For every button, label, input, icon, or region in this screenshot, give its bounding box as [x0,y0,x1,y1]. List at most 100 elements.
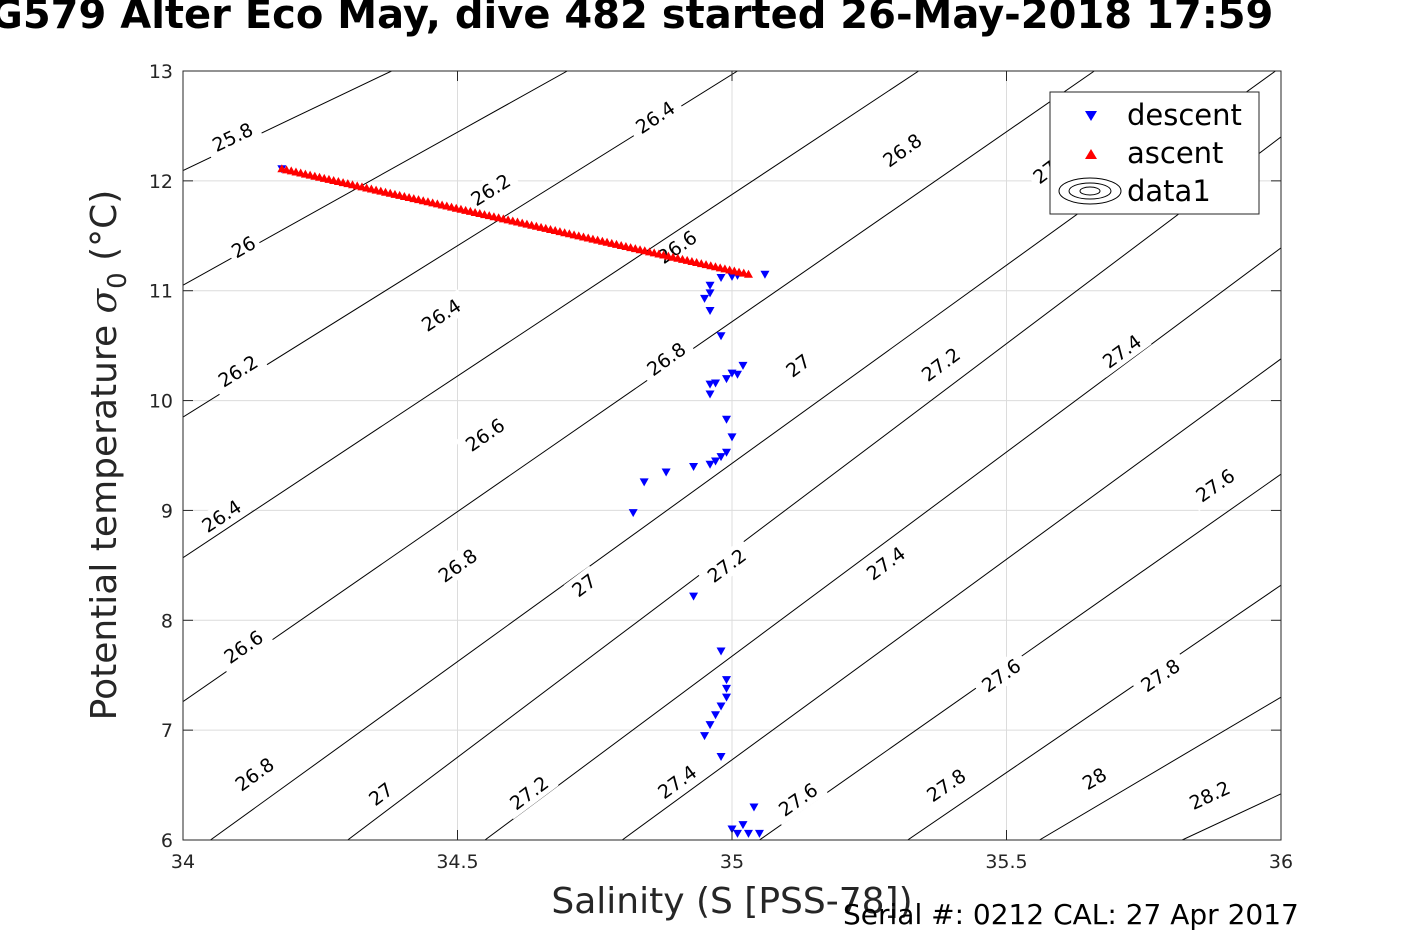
contour-label-background [427,539,488,592]
contour-label-background [872,123,932,177]
contour-label-background [636,332,696,385]
descent-point [727,272,737,281]
descent-point [661,468,671,477]
ascent-series [277,164,753,278]
contour-label-group: 27 [777,346,818,385]
descent-point [732,370,742,379]
descent-point [705,390,715,399]
descent-series [277,165,770,838]
descent-point [722,375,732,384]
contour-label-background [201,114,263,160]
descent-point [628,509,638,518]
descent-point [716,453,726,462]
legend-ascent-marker [1085,149,1097,159]
descent-point [639,478,649,487]
contour-label-background [191,490,252,542]
y-axis-label-sigma: σ [84,287,125,313]
legend-ascent-label: ascent [1127,136,1223,170]
y-tick-label: 6 [161,830,173,852]
density-contour-labels: 25.82626.226.226.426.426.426.626.626.626… [191,91,1245,826]
contour-label-background [224,747,285,801]
contour-label-background [768,773,828,826]
y-tick-label: 13 [149,61,173,83]
contour-label-background [207,345,269,396]
x-tick-label: 34 [171,851,195,873]
descent-point [705,306,715,315]
x-axis-label: Salinity (S [PSS-78]) [551,881,912,922]
contour-label-background [411,289,472,341]
legend-data1-label: data1 [1127,174,1211,208]
legend: descent ascent data1 [1049,91,1260,215]
y-axis-label: Potential temperature σ0 (°C) [84,190,133,721]
descent-point [749,803,759,812]
contour-label-background [213,620,274,673]
ascent-point [743,269,753,278]
descent-point [722,415,732,424]
contour-label-background [360,774,401,814]
y-tick-label: 7 [161,720,173,742]
legend-descent-marker [1085,111,1097,121]
descent-point [722,448,732,457]
descent-point [716,332,726,341]
contour-label-background [647,755,707,808]
contour-label-background [696,539,757,592]
contour-label-background [460,164,521,215]
descent-point [705,460,715,469]
density-contour-28 [1039,696,1281,840]
contour-label-background [499,766,559,820]
density-contour-27.8 [907,584,1281,840]
descent-point [738,821,748,830]
descent-point [722,693,732,702]
descent-point [711,457,721,466]
descent-point [722,684,732,693]
descent-point [689,592,699,601]
descent-point [738,361,748,370]
y-tick-label: 8 [161,610,173,632]
descent-point [705,289,715,298]
descent-point [760,270,770,279]
contour-label-group: 28 [1074,760,1115,797]
descent-point [705,281,715,290]
contour-label-background [1185,459,1245,512]
contour-label-background [777,346,818,385]
descent-point [722,676,732,685]
descent-point [727,433,737,442]
descent-point [705,380,715,389]
y-tick-label: 11 [149,281,173,303]
y-tick-label: 12 [149,171,173,193]
legend-contour-icon [1058,177,1122,205]
density-contour-26.4 [183,71,919,559]
descent-point [754,829,764,838]
density-contour-28.2 [1181,793,1281,840]
contour-label-background [647,220,707,273]
descent-point [743,829,753,838]
descent-point [716,753,726,762]
x-tick-label: 35.5 [985,851,1027,873]
contour-label-background [625,91,686,143]
y-axis-label-main: Potential temperature [84,313,125,720]
contour-label-background [916,759,977,811]
x-tick-label: 36 [1269,851,1293,873]
y-axis-label-subscript: 0 [103,272,133,289]
descent-point [716,647,726,656]
descent-point [727,825,737,834]
contour-label-background [971,649,1031,702]
contour-label-background [223,228,264,266]
y-tick-label: 9 [161,500,173,522]
contour-label-background [563,565,604,605]
y-axis-label-unit: (°C) [84,190,125,273]
density-contour-27 [347,136,1281,840]
density-contour-27.4 [621,358,1281,840]
x-tick-label: 35 [720,851,744,873]
density-contour-26.6 [183,71,1095,702]
contour-label-background [1130,649,1191,701]
legend-descent-label: descent [1127,98,1242,132]
descent-point [700,732,710,741]
descent-point [700,294,710,303]
descent-point [705,721,715,730]
y-tick-label: 10 [149,391,173,413]
x-tick-label: 34.5 [436,851,478,873]
descent-point [732,829,742,838]
page-title: G579 Alter Eco May, dive 482 started 26-… [0,0,1274,38]
